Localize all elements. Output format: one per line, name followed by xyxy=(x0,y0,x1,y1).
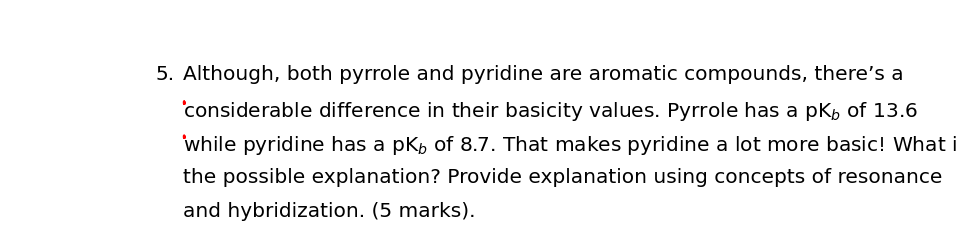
Text: while pyridine has a pK$_b$ of 8.7. That makes pyridine a lot more basic! What i: while pyridine has a pK$_b$ of 8.7. That… xyxy=(183,133,957,156)
Text: and hybridization. (5 marks).: and hybridization. (5 marks). xyxy=(183,201,476,220)
Text: the possible explanation? Provide explanation using concepts of resonance: the possible explanation? Provide explan… xyxy=(183,167,942,186)
Text: Although, both pyrrole and pyridine are aromatic compounds, there’s a: Although, both pyrrole and pyridine are … xyxy=(183,65,903,84)
Text: 5.: 5. xyxy=(155,65,174,84)
Text: considerable difference in their basicity values. Pyrrole has a pK$_b$ of 13.6: considerable difference in their basicit… xyxy=(183,99,918,122)
